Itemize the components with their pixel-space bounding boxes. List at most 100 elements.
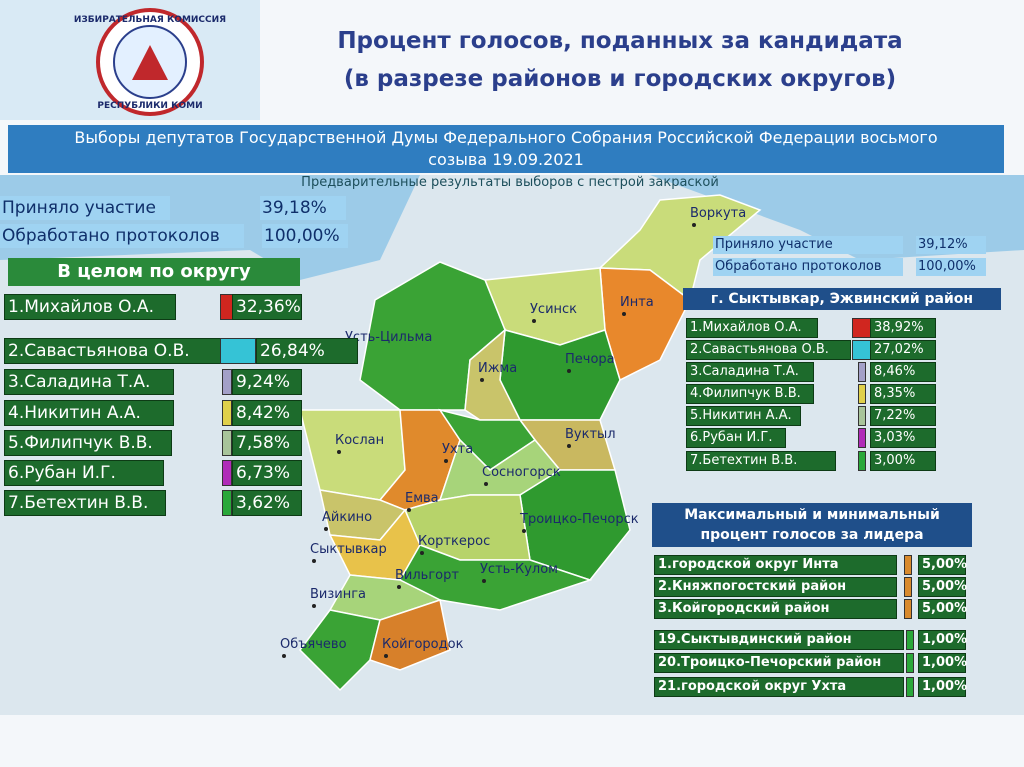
place-dot — [397, 585, 401, 589]
place-labels: Воркута Инта Усинск Усть-Цильма Печора Ижма Ву… — [280, 206, 746, 658]
candidate-value: 8,46% — [870, 362, 936, 382]
place-label: Вуктыл — [565, 427, 616, 442]
banner-line: созыва 19.09.2021 — [428, 150, 584, 169]
extreme-name: 2.Княжпогостский район — [654, 577, 897, 597]
heading-line: процент голосов за лидера — [700, 527, 924, 543]
stat-label: Обработано протоколов — [713, 258, 903, 276]
extremes-heading: Максимальный и минимальный процент голосо… — [652, 503, 972, 547]
candidate-name: 1.Михайлов О.А. — [686, 318, 818, 338]
place-dot — [384, 654, 388, 658]
candidate-icon — [858, 362, 866, 382]
candidate-name: 3.Саладина Т.А. — [4, 369, 174, 395]
extreme-name: 3.Койгородский район — [654, 599, 897, 619]
extreme-name: 19.Сыктывдинский район — [654, 630, 904, 650]
place-dot — [622, 312, 626, 316]
place-dot — [324, 527, 328, 531]
place-label: Усть-Кулом — [480, 562, 558, 577]
place-dot — [567, 369, 571, 373]
extreme-icon — [906, 677, 914, 697]
candidate-name: 3.Саладина Т.А. — [686, 362, 814, 382]
heading-line: Максимальный и минимальный — [684, 507, 940, 523]
section-heading: г. Сыктывкар, Эжвинский район — [683, 288, 1001, 310]
candidate-name: 6.Рубан И.Г. — [4, 460, 164, 486]
place-dot — [312, 559, 316, 563]
candidate-name: 5.Никитин А.А. — [686, 406, 801, 426]
candidate-value: 7,58% — [232, 430, 302, 456]
place-label: Кослан — [335, 433, 384, 448]
place-label: Корткерос — [418, 534, 490, 549]
regions — [299, 194, 762, 692]
candidate-name: 1.Михайлов О.А. — [4, 294, 176, 320]
place-label: Визинга — [310, 587, 366, 602]
extreme-value: 1,00% — [918, 653, 967, 673]
candidate-icon — [222, 400, 232, 426]
stat-value: 39,18% — [260, 196, 346, 220]
place-label: Троицко-Печорск — [519, 512, 639, 527]
place-dot — [567, 444, 571, 448]
place-label: Ижма — [478, 361, 517, 376]
extreme-value: 5,00% — [918, 599, 967, 619]
candidate-value: 8,42% — [232, 400, 302, 426]
extreme-value: 5,00% — [918, 577, 967, 597]
candidate-name: 6.Рубан И.Г. — [686, 428, 786, 448]
candidate-name: 7.Бетехтин В.В. — [4, 490, 166, 516]
candidate-icon — [220, 338, 256, 364]
sea — [0, 175, 1024, 280]
candidate-name: 7.Бетехтин В.В. — [686, 451, 836, 471]
place-dot — [282, 654, 286, 658]
place-dot — [407, 508, 411, 512]
candidate-icon — [858, 451, 866, 471]
place-dot — [484, 482, 488, 486]
place-label: Сыктывкар — [310, 542, 387, 557]
candidate-icon — [858, 428, 866, 448]
logo-top: ИЗБИРАТЕЛЬНАЯ КОМИССИЯ — [74, 15, 226, 25]
extreme-icon — [904, 555, 912, 575]
place-label: Емва — [405, 491, 439, 506]
stat-value: 100,00% — [262, 224, 348, 248]
candidate-icon — [222, 490, 232, 516]
candidate-value: 8,35% — [870, 384, 936, 404]
banner: Выборы депутатов Государственной Думы Фе… — [8, 125, 1004, 173]
stat-value: 39,12% — [916, 236, 986, 254]
place-dot — [482, 579, 486, 583]
candidate-value: 7,22% — [870, 406, 936, 426]
extreme-value: 1,00% — [918, 630, 967, 650]
candidate-value: 32,36% — [232, 294, 302, 320]
extreme-value: 5,00% — [918, 555, 967, 575]
candidate-name: 4.Никитин А.А. — [4, 400, 174, 426]
candidate-name: 4.Филипчук В.В. — [686, 384, 814, 404]
place-dot — [420, 551, 424, 555]
stat-label: Приняло участие — [0, 196, 170, 220]
place-dot — [312, 604, 316, 608]
extreme-icon — [906, 630, 914, 650]
place-label: Инта — [620, 295, 654, 310]
candidate-name: 2.Савастьянова О.В. — [4, 338, 248, 364]
candidate-icon — [858, 384, 866, 404]
extreme-icon — [904, 599, 912, 619]
candidate-value: 3,62% — [232, 490, 302, 516]
extreme-name: 20.Троицко-Печорский район — [654, 653, 904, 673]
place-dot — [337, 450, 341, 454]
place-label: Печора — [565, 352, 615, 367]
place-label: Усть-Цильма — [345, 330, 432, 345]
extreme-name: 21.городской округ Ухта — [654, 677, 904, 697]
place-label: Объячево — [280, 637, 347, 652]
title-line: (в разрезе районов и городских округов) — [343, 66, 897, 92]
place-label: Айкино — [322, 510, 372, 525]
candidate-icon — [222, 460, 232, 486]
candidate-value: 38,92% — [870, 318, 936, 338]
banner-line: Выборы депутатов Государственной Думы Фе… — [74, 128, 938, 147]
candidate-value: 6,73% — [232, 460, 302, 486]
place-label: Сосногорск — [482, 465, 561, 480]
section-heading: В целом по округу — [8, 258, 300, 286]
stat-label: Приняло участие — [713, 236, 903, 254]
candidate-icon — [222, 430, 232, 456]
stat-value: 100,00% — [916, 258, 986, 276]
candidate-icon — [858, 406, 866, 426]
candidate-value: 27,02% — [870, 340, 936, 360]
place-label: Воркута — [690, 206, 746, 221]
place-dot — [532, 319, 536, 323]
place-label: Ухта — [442, 442, 473, 457]
place-dot — [444, 459, 448, 463]
stat-label: Обработано протоколов — [0, 224, 244, 248]
